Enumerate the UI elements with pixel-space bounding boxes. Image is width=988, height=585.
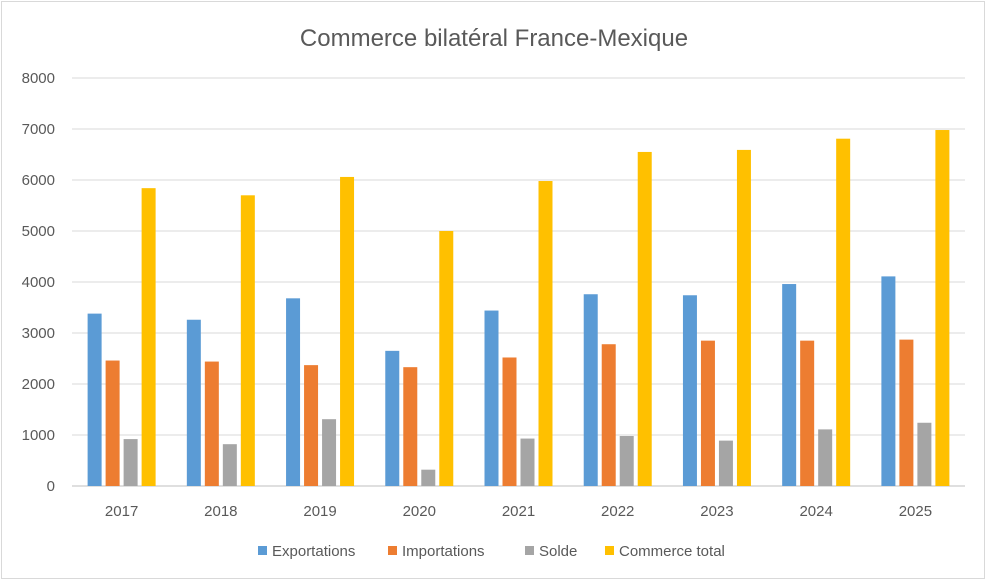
legend-swatch — [258, 546, 267, 555]
bar-solde — [421, 469, 436, 486]
x-tick-label: 2018 — [204, 503, 237, 520]
x-tick-label: 2017 — [105, 503, 138, 520]
bar-importations — [601, 344, 616, 486]
bar-commerce-total — [141, 188, 156, 486]
legend-swatch — [605, 546, 614, 555]
bar-solde — [718, 440, 733, 486]
bar-commerce-total — [240, 195, 255, 487]
bars — [87, 130, 950, 487]
bar-exportations — [682, 295, 697, 486]
bar-solde — [619, 436, 634, 486]
bar-importations — [204, 361, 219, 486]
bar-solde — [123, 439, 138, 486]
bar-commerce-total — [836, 138, 851, 486]
bar-importations — [105, 360, 120, 486]
y-tick-label: 3000 — [22, 325, 55, 342]
bar-commerce-total — [439, 231, 454, 486]
bar-importations — [700, 340, 715, 486]
chart-title: Commerce bilatéral France-Mexique — [300, 25, 688, 52]
x-tick-label: 2020 — [403, 503, 436, 520]
bar-exportations — [385, 350, 400, 486]
bar-commerce-total — [340, 176, 355, 486]
legend-swatch — [388, 546, 397, 555]
y-tick-label: 5000 — [22, 223, 55, 240]
y-tick-label: 0 — [47, 478, 55, 495]
bar-exportations — [286, 298, 301, 486]
x-tick-label: 2019 — [303, 503, 336, 520]
bar-exportations — [186, 319, 201, 486]
bar-exportations — [881, 276, 896, 486]
legend-label: Exportations — [272, 543, 355, 560]
bar-commerce-total — [736, 149, 751, 486]
x-tick-label: 2025 — [899, 503, 932, 520]
bar-commerce-total — [637, 151, 652, 486]
bar-solde — [917, 422, 932, 486]
bar-commerce-total — [935, 130, 950, 486]
bar-exportations — [782, 284, 797, 486]
bar-importations — [800, 340, 815, 486]
bar-importations — [403, 367, 418, 486]
bar-commerce-total — [538, 181, 553, 486]
x-axis: 2017 2018 2019 2020 2021 2022 2023 2024 2025 — [105, 503, 932, 520]
bar-importations — [502, 357, 517, 486]
x-tick-label: 2023 — [700, 503, 733, 520]
bar-exportations — [583, 294, 598, 486]
y-tick-label: 4000 — [22, 274, 55, 291]
legend-swatch — [525, 546, 534, 555]
legend-label: Commerce total — [619, 543, 725, 560]
legend-label: Importations — [402, 543, 485, 560]
legend-label: Solde — [539, 543, 577, 560]
x-tick-label: 2022 — [601, 503, 634, 520]
bar-exportations — [484, 310, 499, 486]
bar-importations — [304, 365, 319, 486]
bar-importations — [899, 339, 914, 486]
y-tick-label: 1000 — [22, 427, 55, 444]
y-tick-label: 2000 — [22, 376, 55, 393]
bar-solde — [818, 429, 833, 486]
bar-solde — [520, 438, 535, 486]
bar-solde — [222, 444, 237, 486]
y-tick-label: 6000 — [22, 172, 55, 189]
y-axis: 0 1000 2000 3000 4000 5000 6000 7000 8000 — [22, 70, 55, 495]
bar-solde — [322, 419, 337, 486]
x-tick-label: 2021 — [502, 503, 535, 520]
bar-exportations — [87, 313, 102, 486]
legend: Exportations Importations Solde Commerce to… — [258, 543, 725, 560]
y-tick-label: 8000 — [22, 70, 55, 87]
gridlines — [72, 77, 965, 487]
x-tick-label: 2024 — [799, 503, 832, 520]
y-tick-label: 7000 — [22, 121, 55, 138]
